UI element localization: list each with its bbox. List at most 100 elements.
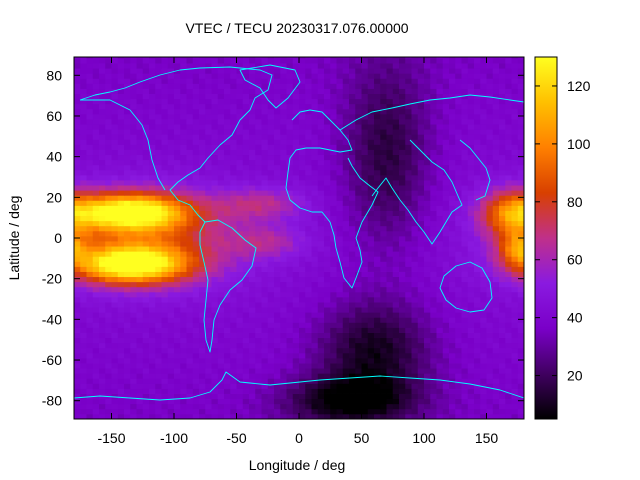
heatmap-cell xyxy=(392,276,400,283)
heatmap-cell xyxy=(74,144,81,150)
heatmap-cell xyxy=(311,185,319,191)
heatmap-cell xyxy=(186,134,194,140)
heatmap-cell xyxy=(455,68,462,74)
heatmap-cell xyxy=(424,388,431,394)
heatmap-cell xyxy=(336,251,344,257)
heatmap-cell xyxy=(324,205,331,211)
heatmap-cell xyxy=(480,210,487,217)
heatmap-cell xyxy=(374,235,381,242)
heatmap-cell xyxy=(80,124,87,130)
heatmap-cell xyxy=(342,368,350,374)
heatmap-cell xyxy=(467,266,475,272)
heatmap-cell xyxy=(517,281,524,288)
heatmap-cell xyxy=(211,88,219,94)
heatmap-cell xyxy=(261,312,269,318)
heatmap-cell xyxy=(380,164,387,171)
heatmap-cell xyxy=(430,83,437,89)
heatmap-cell xyxy=(292,413,300,419)
heatmap-cell xyxy=(236,368,244,374)
chart-title: VTEC / TECU 20230317.076.00000 xyxy=(185,20,408,36)
heatmap-cell xyxy=(336,93,344,100)
heatmap-cell xyxy=(499,180,506,186)
heatmap-cell xyxy=(461,139,469,145)
heatmap-cell xyxy=(486,68,494,74)
heatmap-cell xyxy=(399,78,406,84)
heatmap-cell xyxy=(261,403,269,410)
heatmap-cell xyxy=(136,403,144,410)
heatmap-cell xyxy=(436,180,444,186)
heatmap-cell xyxy=(317,357,325,364)
heatmap-cell xyxy=(361,174,369,181)
heatmap-cell xyxy=(405,368,412,374)
heatmap-cell xyxy=(292,332,300,339)
heatmap-cell xyxy=(224,103,231,110)
heatmap-cell xyxy=(424,103,431,110)
heatmap-cell xyxy=(436,357,444,364)
heatmap-cell xyxy=(230,383,237,389)
heatmap-cell xyxy=(167,73,175,79)
heatmap-cell xyxy=(405,241,412,247)
heatmap-cell xyxy=(361,113,369,120)
heatmap-cell xyxy=(386,185,394,191)
heatmap-cell xyxy=(99,144,106,150)
heatmap-cell xyxy=(111,373,119,379)
heatmap-cell xyxy=(442,119,450,125)
heatmap-cell xyxy=(124,68,131,74)
heatmap-cell xyxy=(442,180,450,186)
heatmap-cell xyxy=(155,388,162,394)
heatmap-cell xyxy=(349,215,356,222)
heatmap-cell xyxy=(324,251,331,257)
heatmap-cell xyxy=(99,403,106,410)
heatmap-cell xyxy=(230,373,237,379)
heatmap-cell xyxy=(349,78,356,84)
heatmap-cell xyxy=(211,368,219,374)
heatmap-cell xyxy=(205,73,212,79)
heatmap-cell xyxy=(74,205,81,211)
heatmap-cell xyxy=(255,241,262,247)
heatmap-cell xyxy=(230,317,237,323)
heatmap-cell xyxy=(317,246,325,252)
heatmap-cell xyxy=(80,134,87,140)
heatmap-cell xyxy=(199,235,206,242)
heatmap-cell xyxy=(442,68,450,74)
heatmap-cell xyxy=(499,200,506,206)
heatmap-cell xyxy=(224,129,231,135)
heatmap-cell xyxy=(136,215,144,222)
heatmap-cell xyxy=(136,296,144,303)
heatmap-cell xyxy=(349,408,356,415)
heatmap-cell xyxy=(517,251,524,257)
heatmap-cell xyxy=(399,266,406,272)
heatmap-cell xyxy=(74,408,81,415)
heatmap-cell xyxy=(99,266,106,272)
heatmap-cell xyxy=(111,368,119,374)
heatmap-cell xyxy=(299,317,306,323)
heatmap-cell xyxy=(136,139,144,145)
heatmap-cell xyxy=(130,296,137,303)
heatmap-cell xyxy=(511,251,519,257)
heatmap-cell xyxy=(505,119,512,125)
heatmap-cell xyxy=(74,307,81,313)
heatmap-cell xyxy=(380,149,387,156)
heatmap-cell xyxy=(480,164,487,171)
heatmap-cell xyxy=(124,271,131,278)
heatmap-cell xyxy=(392,98,400,105)
heatmap-cell xyxy=(317,113,325,120)
heatmap-cell xyxy=(305,403,312,410)
heatmap-cell xyxy=(374,200,381,206)
heatmap-cell xyxy=(505,271,512,278)
heatmap-cell xyxy=(311,271,319,278)
heatmap-cell xyxy=(205,230,212,237)
heatmap-cell xyxy=(86,230,94,237)
heatmap-cell xyxy=(249,302,256,308)
heatmap-cell xyxy=(267,68,275,74)
heatmap-cell xyxy=(117,119,125,125)
heatmap-cell xyxy=(367,159,375,166)
heatmap-cell xyxy=(149,398,156,405)
heatmap-cell xyxy=(355,408,362,415)
heatmap-cell xyxy=(449,322,456,328)
heatmap-cell xyxy=(236,129,244,135)
heatmap-cell xyxy=(317,286,325,293)
heatmap-cell xyxy=(149,73,156,79)
heatmap-cell xyxy=(499,296,506,303)
heatmap-cell xyxy=(399,103,406,110)
